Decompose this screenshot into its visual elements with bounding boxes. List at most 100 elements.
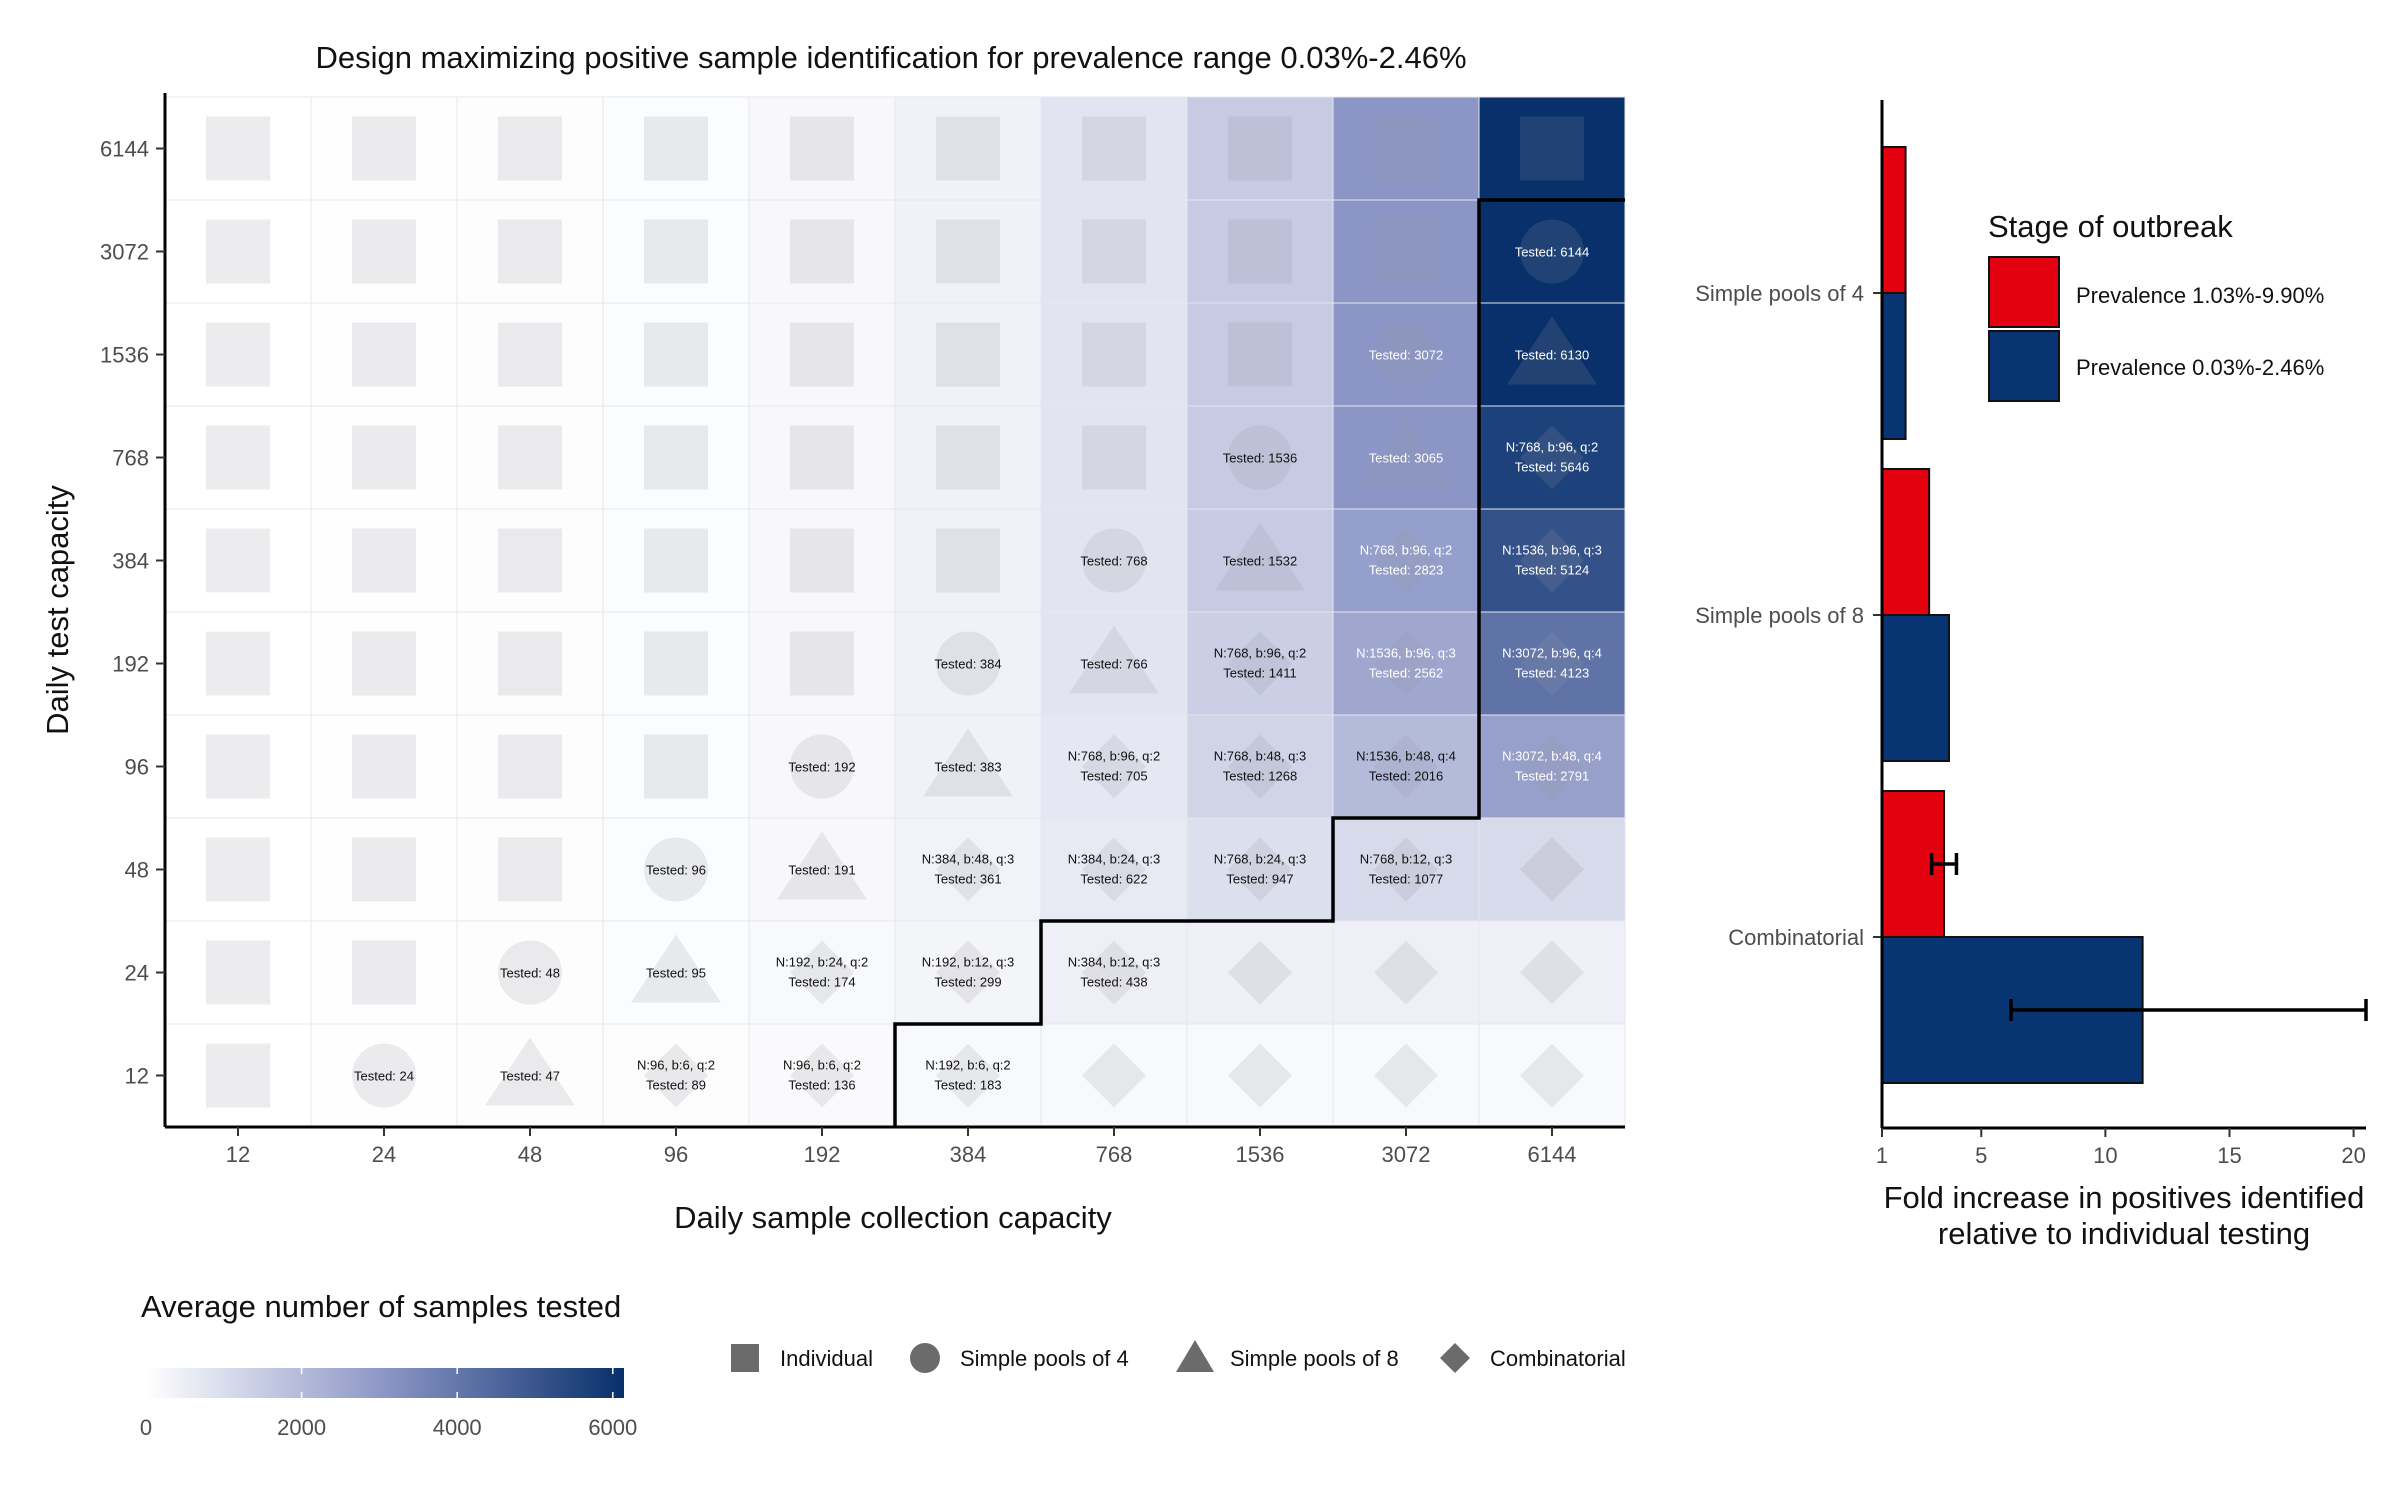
combinatorial-marker: [1082, 837, 1146, 902]
heatmap-cell: N:192, b:12, q:3 Tested: 299: [894, 920, 1042, 1025]
heatmap-cell: [1186, 920, 1334, 1025]
heatmap-cell: N:192, b:24, q:2 Tested: 174: [748, 920, 896, 1025]
heatmap-cell: [1332, 1023, 1480, 1128]
cell-tile: [602, 199, 750, 304]
cell-tile: [456, 405, 604, 510]
cell-tile: [1332, 1023, 1480, 1128]
heatmap-cell: [164, 405, 312, 510]
cell-tile: [602, 611, 750, 716]
cell-label: Tested: 6144: [1515, 245, 1589, 260]
heatmap-cell: [894, 199, 1042, 304]
pool4-marker: [1082, 528, 1146, 593]
combinatorial-marker: [1374, 940, 1438, 1005]
cell-tile: [894, 714, 1042, 819]
heatmap-cell: [310, 817, 458, 922]
individual-marker: [352, 219, 416, 284]
cell-label: Tested: 136: [788, 1078, 855, 1093]
pool8-marker: [923, 728, 1013, 797]
cell-label: N:768, b:96, q:2: [1214, 646, 1307, 661]
individual-marker: [498, 528, 562, 593]
heatmap-cell: [310, 302, 458, 407]
cell-label: Tested: 192: [788, 760, 855, 775]
heatmap-cell: N:96, b:6, q:2 Tested: 136: [748, 1023, 896, 1128]
combinatorial-marker: [1374, 528, 1438, 593]
cell-label: Tested: 47: [500, 1069, 560, 1084]
individual-marker: [206, 734, 270, 799]
individual-marker: [1082, 116, 1146, 181]
individual-marker: [352, 734, 416, 799]
combinatorial-marker: [1082, 1043, 1146, 1108]
cell-tile: [1332, 817, 1480, 922]
heatmap-cell: Tested: 383: [894, 714, 1042, 819]
bar-legend-title: Stage of outbreak: [1988, 209, 2233, 244]
heatmap-cell: [1040, 1023, 1188, 1128]
cell-tile: [310, 508, 458, 613]
combinatorial-marker: [1228, 940, 1292, 1005]
combinatorial-marker: [1228, 631, 1292, 696]
cell-tile: [164, 302, 312, 407]
shape-legend-item: Individual: [731, 1344, 873, 1372]
heatmap-cell: [1186, 96, 1334, 201]
heatmap-cell: Tested: 47: [456, 1023, 604, 1128]
individual-marker: [206, 528, 270, 593]
pool4-marker: [644, 837, 708, 902]
combinatorial-marker: [790, 1043, 854, 1108]
y-tick-label: 1536: [100, 343, 149, 368]
x-tick-label: 96: [664, 1142, 688, 1167]
cell-tile: [1332, 302, 1480, 407]
heatmap-cell: [1332, 96, 1480, 201]
cell-label: Tested: 24: [354, 1069, 414, 1084]
individual-marker: [790, 116, 854, 181]
cell-label: N:1536, b:96, q:3: [1356, 646, 1456, 661]
heatmap-cell: [1040, 302, 1188, 407]
heatmap-cell: [310, 405, 458, 510]
pool4-marker: [498, 940, 562, 1005]
cell-label: N:96, b:6, q:2: [637, 1058, 715, 1073]
bar-category-label: Simple pools of 8: [1695, 603, 1864, 628]
y-tick-label: 12: [125, 1064, 149, 1089]
colorbar-tick-label: 2000: [277, 1415, 326, 1440]
heatmap-cell: [310, 199, 458, 304]
cell-label: Tested: 2016: [1369, 769, 1443, 784]
pool4-marker: [790, 734, 854, 799]
legend-swatch-high-prevalence: [1988, 256, 2060, 328]
individual-marker: [352, 940, 416, 1005]
cell-label: Tested: 89: [646, 1078, 706, 1093]
pool8-legend-icon: [1176, 1340, 1214, 1372]
individual-marker: [498, 734, 562, 799]
cell-tile: [456, 508, 604, 613]
cell-tile: [1040, 611, 1188, 716]
individual-marker: [936, 219, 1000, 284]
heatmap-cell: N:384, b:12, q:3 Tested: 438: [1040, 920, 1188, 1025]
pool8-marker: [485, 1037, 575, 1106]
heatmap-cell: [748, 405, 896, 510]
cell-label: Tested: 191: [788, 863, 855, 878]
cell-tile: [602, 817, 750, 922]
individual-marker: [644, 425, 708, 490]
individual-marker: [644, 322, 708, 387]
combinatorial-marker: [1228, 1043, 1292, 1108]
heatmap-cell: Tested: 191: [748, 817, 896, 922]
y-tick-label: 6144: [100, 137, 149, 162]
cell-tile: [748, 199, 896, 304]
combinatorial-marker: [1082, 940, 1146, 1005]
cell-label: Tested: 384: [934, 657, 1001, 672]
heatmap-cell: [456, 199, 604, 304]
x-tick-label: 3072: [1382, 1142, 1431, 1167]
heatmap-cell: [164, 1023, 312, 1128]
individual-marker: [1228, 219, 1292, 284]
cell-label: Tested: 3065: [1369, 451, 1443, 466]
x-tick-label: 384: [950, 1142, 987, 1167]
cell-tile: [1332, 405, 1480, 510]
optimal-frontier: [893, 198, 1625, 1127]
bar-low-prevalence: [1881, 614, 1951, 762]
cell-label: Tested: 4123: [1515, 666, 1589, 681]
heatmap-cell: Tested: 48: [456, 920, 604, 1025]
individual-marker: [1082, 219, 1146, 284]
pool4-marker: [1228, 425, 1292, 490]
legend-label-high-prevalence: Prevalence 1.03%-9.90%: [2076, 283, 2324, 308]
combinatorial-marker: [1374, 631, 1438, 696]
shape-legend-label: Combinatorial: [1490, 1346, 1626, 1371]
cell-tile: [456, 302, 604, 407]
heatmap-cell: Tested: 3072: [1332, 302, 1480, 407]
